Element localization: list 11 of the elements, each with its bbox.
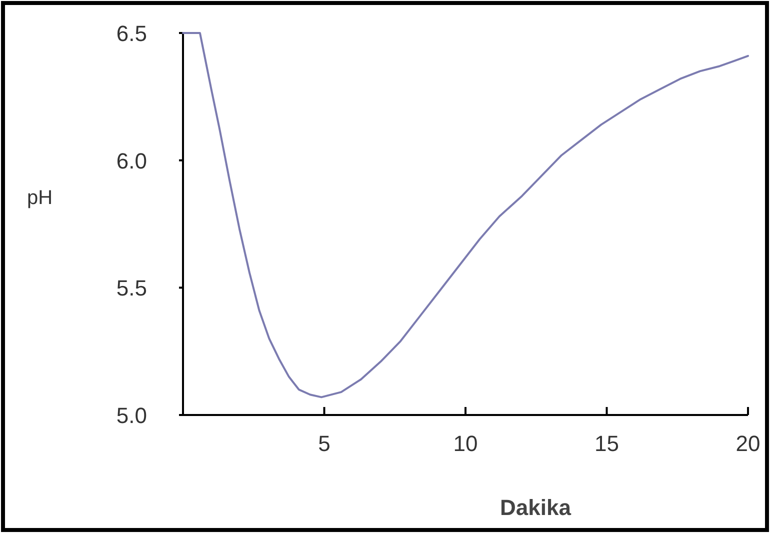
x-tick-label: 10 (453, 431, 478, 456)
x-tick-label: 15 (594, 431, 619, 456)
y-tick-label: 6.5 (116, 21, 147, 46)
y-tick-label: 6.0 (116, 148, 147, 174)
x-axis-title: Dakika (500, 495, 572, 520)
x-tick-label: 5 (318, 431, 330, 456)
x-tick-label: 20 (736, 431, 760, 456)
line-series (182, 32, 749, 398)
y-tick-label: 5.5 (116, 276, 147, 301)
y-tick-label: 5.0 (116, 403, 147, 428)
y-axis-title: pH (27, 187, 53, 209)
